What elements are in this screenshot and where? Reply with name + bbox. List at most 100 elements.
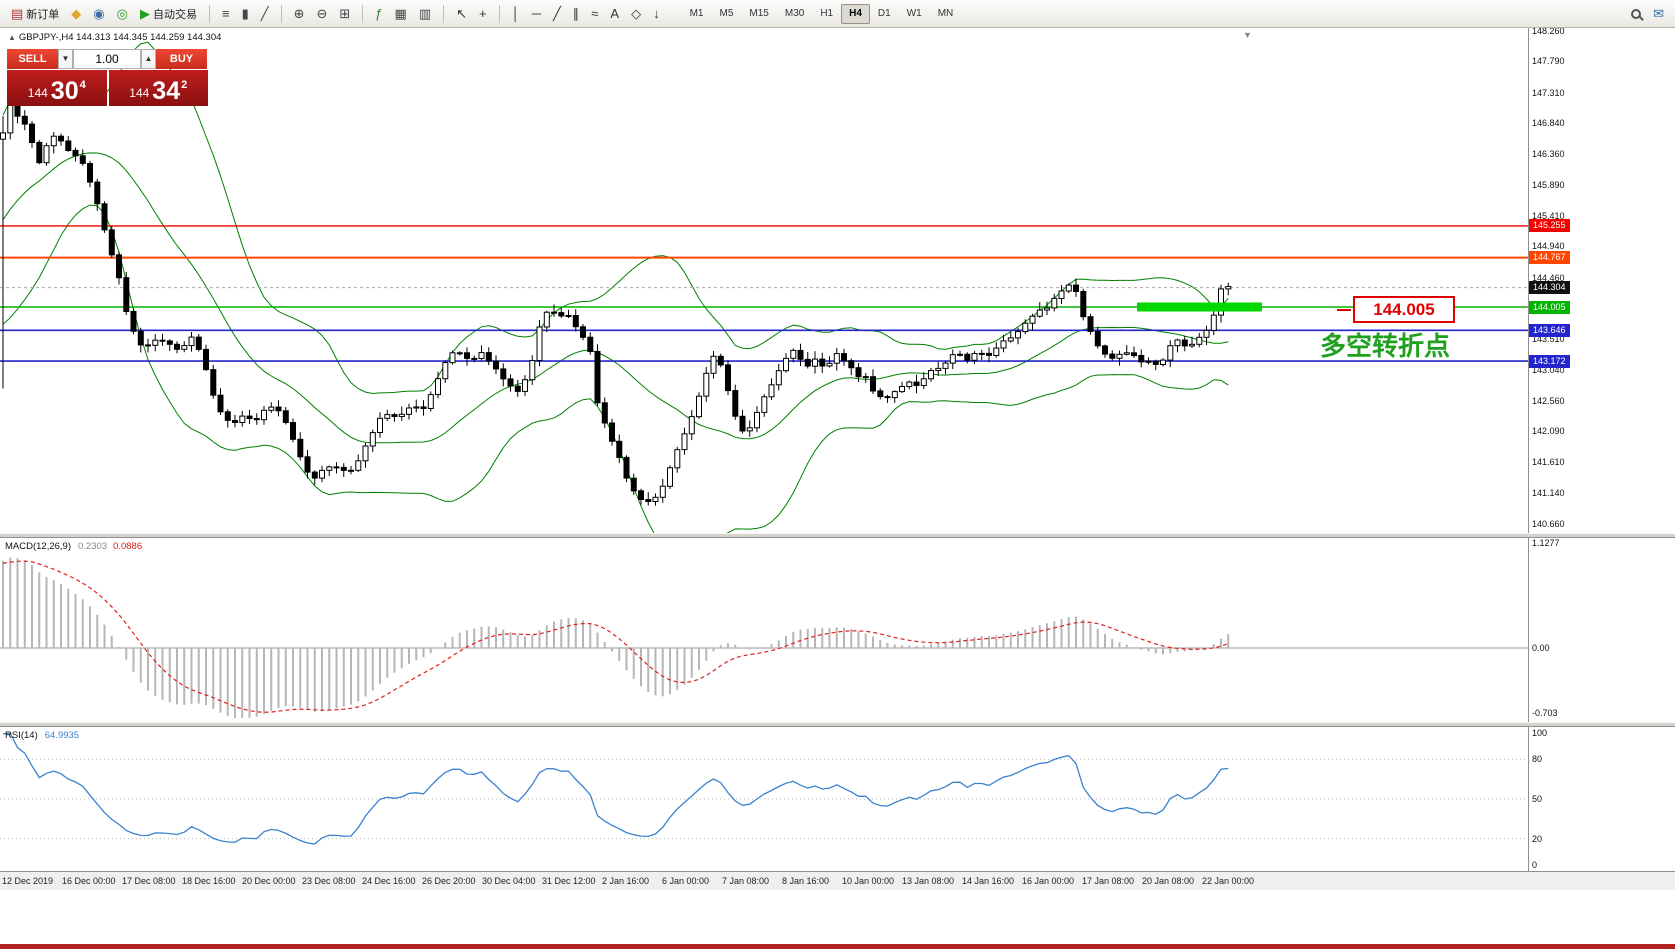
profiles-icon[interactable]: ◉ <box>87 3 110 25</box>
rsi-axis[interactable]: 100 80 50 20 0 <box>1529 727 1675 871</box>
macd-header: MACD(12,26,9) 0.2303 0.0886 <box>5 541 142 552</box>
price-axis[interactable]: 148.260 147.790 147.310 146.840 146.360 145.8… <box>1529 28 1675 533</box>
turning-point-note[interactable]: 多空转折点 <box>1320 331 1451 361</box>
time-axis-label: 6 Jan 00:00 <box>662 876 710 886</box>
macd-panel[interactable]: MACD(12,26,9) 0.2303 0.0886 <box>0 538 1528 722</box>
time-axis-label: 18 Dec 16:00 <box>182 876 236 886</box>
price-axis-label: 145.410 <box>1532 210 1565 221</box>
candlestick-chart[interactable] <box>0 28 1528 533</box>
volume-decrease-button[interactable]: ▼ <box>58 49 73 69</box>
price-axis-label: 142.560 <box>1532 395 1565 406</box>
price-chart[interactable]: ▲ GBPJPY-,H4 144.313 144.345 144.259 144.… <box>0 28 1528 533</box>
time-axis-label: 12 Dec 2019 <box>2 876 54 886</box>
indicators-icon: ƒ <box>375 6 383 21</box>
symbol-ohlc-text: GBPJPY-,H4 144.313 144.345 144.259 144.3… <box>18 32 222 43</box>
templates-icon[interactable]: ▥ <box>413 3 437 25</box>
time-axis[interactable]: 12 Dec 2019 16 Dec 00:00 17 Dec 08:00 18 De… <box>0 871 1675 890</box>
timeframe-m5[interactable]: M5 <box>719 7 734 19</box>
time-axis-label: 7 Jan 08:00 <box>722 876 770 886</box>
sell-button[interactable]: SELL <box>7 49 58 69</box>
indicators-icon[interactable]: ƒ <box>369 3 388 25</box>
volume-input[interactable]: 1.00 <box>73 49 141 69</box>
price-axis-label: 147.790 <box>1532 56 1565 67</box>
time-axis-label: 20 Dec 00:00 <box>242 876 296 886</box>
timeframe-m1[interactable]: M1 <box>689 7 704 19</box>
market-watch-icon[interactable]: ◎ <box>111 3 134 25</box>
fibonacci-icon[interactable]: ≈ <box>585 3 604 25</box>
price-axis-label: 140.660 <box>1532 519 1565 529</box>
candlestick-icon[interactable]: ▮ <box>236 3 255 25</box>
timeframe-m30[interactable]: M30 <box>784 7 805 19</box>
candlestick-icon: ▮ <box>241 6 249 21</box>
toolbar-right-group: ✉ <box>1625 3 1670 25</box>
zoom-out-icon[interactable]: ⊖ <box>310 3 333 25</box>
timeframe-d1[interactable]: D1 <box>877 7 891 19</box>
auto-trading-button[interactable]: ▶ 自动交易 <box>134 3 203 25</box>
vertical-line-icon[interactable]: │ <box>506 3 526 25</box>
price-level-tag: 145.255 <box>1529 219 1570 233</box>
time-axis-label: 31 Dec 12:00 <box>542 876 596 886</box>
vertical-line-icon: │ <box>511 6 520 21</box>
trendline-icon[interactable]: ╱ <box>547 3 567 25</box>
macd-axis-label: 0.00 <box>1532 643 1550 653</box>
ask-price-tile[interactable]: 144 34 2 <box>108 70 208 106</box>
new-chart-icon[interactable]: ◆ <box>65 3 87 25</box>
horizontal-line-icon[interactable]: ─ <box>526 3 547 25</box>
price-callout-label[interactable]: 144.005 <box>1353 296 1455 323</box>
fibonacci-icon: ≈ <box>591 6 599 21</box>
toolbar: ▤ 新订单 ◆ ◉ ◎ ▶ 自动交易 ≡ ▮ ╱ ⊕ ⊖ ⊞ ƒ ▦ ▥ ↖ + │ ─ ╱ ∥ ≈ A ◇ ↓ M1 M5 M15 M… <box>0 0 1675 28</box>
price-axis-label: 146.840 <box>1532 118 1565 129</box>
time-axis-label: 16 Jan 00:00 <box>1022 876 1075 886</box>
macd-axis[interactable]: 1.1277 0.00 -0.703 <box>1529 538 1675 722</box>
price-axis-label: 146.360 <box>1532 149 1565 160</box>
new-order-button[interactable]: ▤ 新订单 <box>5 3 65 25</box>
chat-icon: ✉ <box>1653 6 1664 21</box>
time-axis-label: 17 Dec 08:00 <box>122 876 176 886</box>
arrow-icon[interactable]: ↓ <box>647 3 666 25</box>
panel-splitter[interactable] <box>0 722 1675 727</box>
timeframe-h4[interactable]: H4 <box>841 3 870 24</box>
periods-icon[interactable]: ▦ <box>389 3 413 25</box>
tile-windows-icon[interactable]: ⊞ <box>333 3 356 25</box>
chat-button[interactable]: ✉ <box>1647 3 1670 25</box>
bar-chart-icon[interactable]: ≡ <box>216 3 236 25</box>
search-icon <box>1631 8 1642 19</box>
timeframe-w1[interactable]: W1 <box>906 7 922 19</box>
rsi-name: RSI(14) <box>5 730 38 741</box>
timeframe-m15[interactable]: M15 <box>749 7 769 19</box>
auto-trading-button-label: 自动交易 <box>152 8 197 21</box>
buy-button[interactable]: BUY <box>156 49 207 69</box>
new-order-button-icon: ▤ <box>11 6 24 21</box>
time-axis-label: 26 Dec 20:00 <box>422 876 476 886</box>
zoom-in-icon: ⊕ <box>293 6 305 21</box>
panel-splitter[interactable] <box>0 533 1675 538</box>
profiles-icon: ◉ <box>93 6 105 21</box>
trendline-icon: ╱ <box>552 6 561 21</box>
price-axis-label: 142.090 <box>1532 426 1565 437</box>
volume-increase-button[interactable]: ▲ <box>141 49 156 69</box>
price-level-tag: 144.767 <box>1529 251 1570 265</box>
channel-icon[interactable]: ∥ <box>567 3 586 25</box>
line-chart-icon: ╱ <box>260 6 269 21</box>
crosshair-icon[interactable]: + <box>473 3 493 25</box>
axis-separator <box>1528 28 1529 890</box>
toolbar-left-groups: ▤ 新订单 ◆ ◉ ◎ ▶ 自动交易 ≡ ▮ ╱ ⊕ ⊖ ⊞ ƒ ▦ ▥ ↖ + │ ─ ╱ ∥ ≈ A ◇ ↓ <box>5 0 666 27</box>
zoom-in-icon[interactable]: ⊕ <box>288 3 311 25</box>
symbol-header: ▲ GBPJPY-,H4 144.313 144.345 144.259 144.… <box>8 32 221 43</box>
horizontal-line-icon: ─ <box>531 6 541 21</box>
line-chart-icon[interactable]: ╱ <box>255 3 275 25</box>
rsi-axis-label: 80 <box>1532 754 1543 765</box>
timeframe-h1[interactable]: H1 <box>820 7 834 19</box>
macd-axis-label: -0.703 <box>1532 708 1558 719</box>
rsi-axis-label: 100 <box>1532 728 1548 738</box>
text-icon[interactable]: A <box>604 3 625 25</box>
bid-price-tile[interactable]: 144 30 4 <box>7 70 107 106</box>
timeframe-mn[interactable]: MN <box>937 7 954 19</box>
label-icon[interactable]: ◇ <box>625 3 647 25</box>
window-bottom-edge <box>0 944 1675 949</box>
search-button[interactable] <box>1625 3 1647 25</box>
price-level-tag: 143.646 <box>1529 323 1570 337</box>
cursor-icon[interactable]: ↖ <box>450 3 473 25</box>
time-axis-label: 20 Jan 08:00 <box>1142 876 1195 886</box>
rsi-panel[interactable]: RSI(14) 64.9935 <box>0 727 1528 871</box>
